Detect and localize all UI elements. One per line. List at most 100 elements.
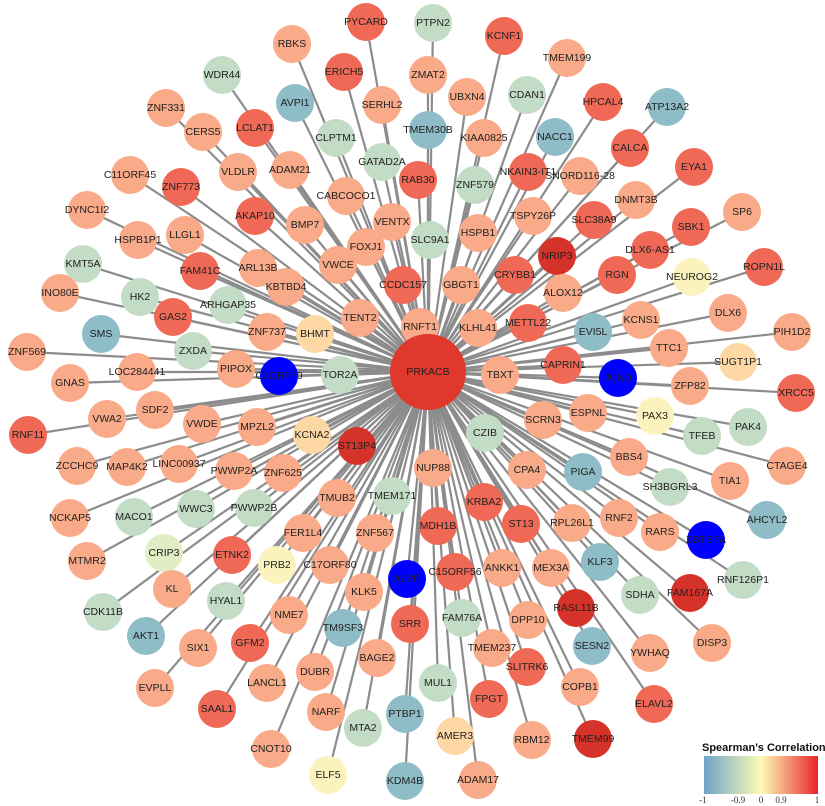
- gene-node[interactable]: ADAM17: [457, 761, 499, 799]
- gene-node[interactable]: AKT1: [127, 617, 165, 655]
- hub-node[interactable]: PRKACB: [390, 334, 466, 410]
- gene-node[interactable]: ESPNL: [569, 394, 607, 432]
- gene-node[interactable]: DPP10: [509, 601, 547, 639]
- gene-node[interactable]: ZBTB7A: [686, 521, 726, 559]
- gene-node[interactable]: NCKAP5: [49, 499, 91, 537]
- gene-node[interactable]: LINC00937: [152, 445, 206, 483]
- gene-node[interactable]: RNF11: [9, 416, 47, 454]
- gene-node[interactable]: NME7: [270, 596, 308, 634]
- gene-node[interactable]: DYNC1I2: [65, 191, 110, 229]
- gene-node[interactable]: TIA1: [711, 462, 749, 500]
- gene-node[interactable]: ELAVL2: [635, 685, 673, 723]
- gene-node[interactable]: ZNF331: [147, 89, 185, 127]
- gene-node[interactable]: NACC1: [536, 118, 574, 156]
- gene-node[interactable]: EVPLL: [136, 669, 174, 707]
- gene-node[interactable]: EYA1: [675, 148, 713, 186]
- gene-node[interactable]: PTBP1: [386, 695, 424, 733]
- gene-node[interactable]: C15ORF56: [428, 553, 482, 591]
- gene-node[interactable]: SESN2: [573, 627, 611, 665]
- gene-node[interactable]: PRB2: [258, 546, 296, 584]
- gene-node[interactable]: TOR2A: [321, 356, 359, 394]
- gene-node[interactable]: MEX3A: [532, 549, 570, 587]
- gene-node[interactable]: VLDLR: [219, 153, 257, 191]
- gene-node[interactable]: ATP13A2: [645, 88, 689, 126]
- gene-node[interactable]: ERICH5: [325, 53, 364, 91]
- gene-node[interactable]: MPZL2: [238, 408, 276, 446]
- gene-node[interactable]: CDAN1: [508, 76, 546, 114]
- gene-node[interactable]: YWHAQ: [630, 634, 670, 672]
- gene-node[interactable]: CABCOCO1: [317, 177, 376, 215]
- gene-node[interactable]: RASL11B: [553, 589, 599, 627]
- gene-node[interactable]: KCNA2: [293, 416, 331, 454]
- gene-node[interactable]: EVI5L: [574, 313, 612, 351]
- gene-node[interactable]: RNF126P1: [717, 561, 769, 599]
- gene-node[interactable]: CCDC157: [379, 266, 427, 304]
- gene-node[interactable]: GAS2: [154, 298, 192, 336]
- gene-node[interactable]: ZXDA: [174, 332, 212, 370]
- gene-node[interactable]: TBXT: [481, 356, 519, 394]
- gene-node[interactable]: ARL13B: [238, 249, 278, 287]
- gene-node[interactable]: AVPI1: [276, 84, 314, 122]
- gene-node[interactable]: TMEM30B: [403, 111, 453, 149]
- gene-node[interactable]: JUND: [599, 359, 637, 397]
- gene-node[interactable]: SBK1: [672, 208, 710, 246]
- gene-node[interactable]: MACO1: [115, 498, 153, 536]
- gene-node[interactable]: HSPB1: [459, 214, 497, 252]
- gene-node[interactable]: SUGT1P1: [714, 343, 762, 381]
- gene-node[interactable]: TMEM237: [468, 629, 517, 667]
- gene-node[interactable]: ANKK1: [483, 549, 521, 587]
- gene-node[interactable]: RBM12: [513, 721, 551, 759]
- gene-node[interactable]: ST13: [502, 505, 540, 543]
- gene-node[interactable]: C11ORF45: [104, 156, 156, 194]
- gene-node[interactable]: VWCE: [319, 246, 357, 284]
- gene-node[interactable]: DLX6: [709, 294, 747, 332]
- gene-node[interactable]: XRCC5: [777, 374, 815, 412]
- gene-node[interactable]: ROPN1L: [743, 248, 785, 286]
- gene-node[interactable]: KCNS1: [622, 301, 660, 339]
- gene-node[interactable]: KRBA2: [465, 483, 503, 521]
- gene-node[interactable]: PWWP2A: [211, 452, 258, 490]
- gene-node[interactable]: GBGT1: [442, 266, 480, 304]
- gene-node[interactable]: VWDE: [183, 405, 221, 443]
- gene-node[interactable]: CZIB: [466, 414, 504, 452]
- gene-node[interactable]: LANCL1: [247, 664, 287, 702]
- gene-node[interactable]: FOXJ1: [347, 228, 385, 266]
- gene-node[interactable]: C17ORF80: [303, 546, 357, 584]
- gene-node[interactable]: SMS: [82, 315, 120, 353]
- gene-node[interactable]: TMEM199: [543, 39, 592, 77]
- gene-node[interactable]: ZMAT2: [409, 56, 447, 94]
- gene-node[interactable]: SIX1: [179, 629, 217, 667]
- gene-node[interactable]: INO80E: [41, 274, 79, 312]
- gene-node[interactable]: MDH1B: [419, 507, 457, 545]
- gene-node[interactable]: RNFT1: [401, 308, 439, 346]
- gene-node[interactable]: GFM2: [231, 624, 269, 662]
- gene-node[interactable]: MTA2: [344, 709, 382, 747]
- gene-node[interactable]: CERS5: [184, 113, 222, 151]
- gene-node[interactable]: CTAGE4: [766, 447, 808, 485]
- gene-node[interactable]: TMEM99: [572, 720, 615, 758]
- gene-node[interactable]: SLITRK6: [506, 648, 549, 686]
- gene-node[interactable]: CPA4: [508, 451, 546, 489]
- gene-node[interactable]: SAAL1: [198, 690, 236, 728]
- gene-node[interactable]: COPB1: [561, 668, 599, 706]
- gene-node[interactable]: NRIP3: [538, 237, 576, 275]
- gene-node[interactable]: SRR: [391, 605, 429, 643]
- gene-node[interactable]: KLK5: [345, 573, 383, 611]
- gene-node[interactable]: ZNF773: [162, 168, 200, 206]
- gene-node[interactable]: PAX3: [636, 397, 674, 435]
- gene-node[interactable]: ZNF625: [264, 454, 302, 492]
- gene-node[interactable]: RPL26L1: [550, 504, 594, 542]
- gene-node[interactable]: BBS4: [610, 438, 648, 476]
- gene-node[interactable]: ZNF579: [456, 166, 494, 204]
- gene-node[interactable]: TMEM171: [368, 477, 417, 515]
- gene-node[interactable]: RARS: [641, 513, 679, 551]
- gene-node[interactable]: HYAL1: [207, 582, 245, 620]
- gene-node[interactable]: SNORD116-28: [545, 157, 615, 195]
- gene-node[interactable]: LCLAT1: [236, 109, 274, 147]
- gene-node[interactable]: ZNF737: [248, 313, 286, 351]
- gene-node[interactable]: VWA2: [88, 400, 126, 438]
- gene-node[interactable]: ZFP82: [671, 367, 709, 405]
- gene-node[interactable]: NUP88: [414, 449, 452, 487]
- gene-node[interactable]: SH3BGRL3: [643, 468, 698, 506]
- gene-node[interactable]: HK2: [121, 278, 159, 316]
